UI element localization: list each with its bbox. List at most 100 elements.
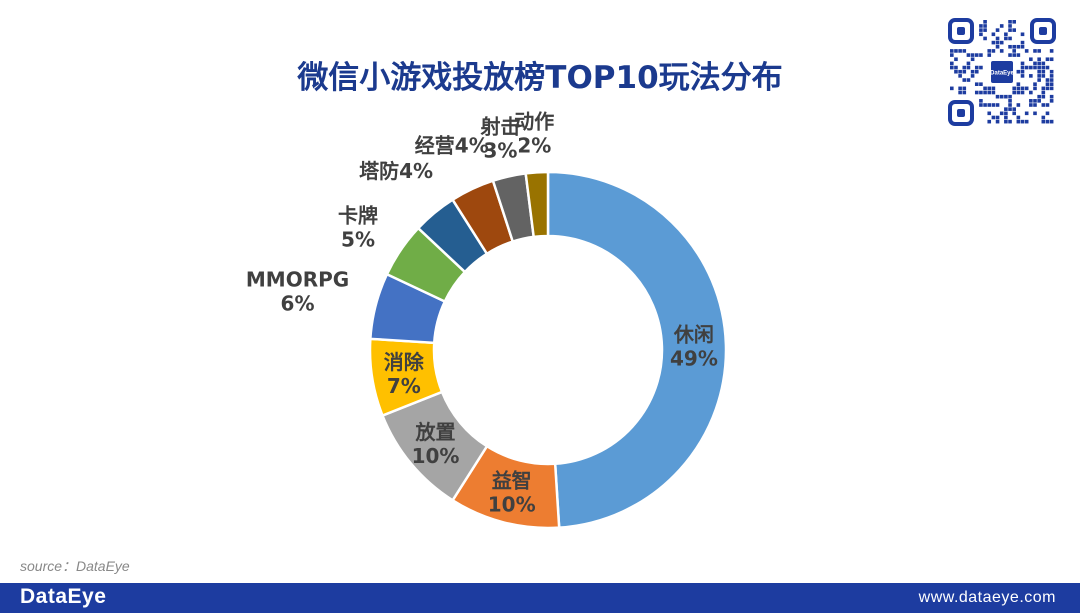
qr-module: [1004, 119, 1008, 124]
qr-module: [983, 103, 987, 107]
qr-module: [1045, 111, 1050, 116]
qr-module: [1008, 20, 1012, 24]
qr-module: [962, 65, 967, 70]
slice-percent: 5%: [341, 227, 375, 251]
qr-module: [966, 65, 971, 70]
qr-module: [1004, 32, 1008, 37]
source-note: source：DataEye: [20, 558, 130, 574]
qr-module: [1033, 111, 1037, 116]
qr-module: [1020, 32, 1025, 37]
qr-module: [974, 82, 979, 86]
qr-module: [950, 86, 954, 91]
qr-module: [991, 115, 996, 120]
slice-category: 益智: [492, 468, 532, 492]
slice-label: 动作 2%: [514, 109, 554, 157]
qr-module: [958, 69, 962, 74]
qr-module: [1012, 44, 1016, 49]
qr-module: [987, 86, 992, 91]
qr-module: [979, 28, 983, 32]
qr-module: [983, 36, 987, 41]
qr-module: [1016, 69, 1021, 74]
qr-module: [1012, 86, 1016, 91]
qr-module: [1041, 65, 1046, 70]
qr-logo: DataEye: [990, 71, 1014, 77]
qr-module: [1033, 86, 1037, 91]
slice-label: 益智 10%: [488, 468, 536, 516]
qr-module: [1041, 90, 1046, 95]
qr-module: [966, 78, 971, 82]
qr-module: [1041, 94, 1046, 99]
qr-module: [1037, 57, 1041, 62]
slice-category: 消除: [384, 350, 425, 374]
qr-module: [1004, 107, 1008, 111]
qr-module: [1049, 49, 1054, 53]
qr-module: [958, 49, 962, 53]
qr-module: [974, 69, 979, 74]
slice-category: MMORPG: [246, 267, 349, 291]
qr-module: [1049, 94, 1054, 99]
qr-module: [1029, 103, 1033, 107]
qr-module: [1029, 57, 1033, 62]
qr-module: [995, 94, 1000, 99]
qr-module: [991, 103, 996, 107]
qr-module: [1049, 119, 1054, 124]
footer-bar: DataEye www.dataeye.com: [0, 583, 1080, 613]
qr-module: [999, 94, 1004, 99]
qr-module: [962, 86, 967, 91]
qr-module: [1041, 119, 1046, 124]
slice-category: 放置: [415, 420, 456, 444]
slice-label: 消除 7%: [384, 350, 425, 398]
chart-title: 微信小游戏投放榜TOP10玩法分布: [297, 60, 783, 96]
qr-module: [983, 24, 987, 28]
qr-module: [958, 74, 962, 78]
qr-module: [1008, 94, 1012, 99]
qr-module: [970, 69, 975, 74]
qr-module: [979, 90, 983, 95]
qr-module: [1045, 86, 1050, 91]
qr-module: [1045, 57, 1050, 62]
slice-category: 卡牌: [338, 203, 378, 227]
qr-module: [987, 90, 992, 95]
slice-label: MMORPG 6%: [246, 267, 349, 315]
qr-module: [1020, 65, 1025, 70]
website-link[interactable]: www.dataeye.com: [918, 589, 1056, 606]
qr-module: [1041, 115, 1046, 120]
qr-module: [1024, 65, 1029, 70]
qr-module: [983, 20, 987, 24]
qr-module: [1037, 65, 1041, 70]
qr-module: [991, 86, 996, 91]
qr-module: [991, 90, 996, 95]
qr-module: [1049, 69, 1054, 74]
qr-module: [1033, 99, 1037, 103]
qr-module: [1029, 99, 1033, 103]
qr-module: [1033, 82, 1037, 86]
qr-module: [995, 36, 1000, 41]
brand-logo: DataEye: [20, 585, 107, 608]
slice-label: 射击 3%: [479, 114, 520, 162]
slice-category: 动作: [514, 109, 554, 133]
qr-module: [1024, 111, 1029, 116]
qr-module: [962, 69, 967, 74]
slice-label: 卡牌 5%: [338, 203, 378, 251]
qr-module: [1008, 36, 1012, 41]
qr-module: [991, 49, 996, 53]
qr-module: [970, 57, 975, 62]
qr-module: [950, 65, 954, 70]
qr-module: [1033, 49, 1037, 53]
qr-module: [1016, 86, 1021, 91]
qr-module: [1037, 61, 1041, 66]
qr-module: [1049, 74, 1054, 78]
slice-percent: 6%: [281, 291, 315, 315]
qr-module: [950, 49, 954, 53]
qr-module: [983, 28, 987, 32]
qr-module: [1008, 99, 1012, 103]
qr-module: [1012, 20, 1016, 24]
qr-module: [1037, 78, 1041, 82]
qr-module: [1024, 49, 1029, 53]
qr-module: [1008, 119, 1012, 124]
qr-module: [1008, 53, 1012, 57]
qr-module: [1012, 90, 1016, 95]
qr-module: [1049, 86, 1054, 91]
qr-module: [1029, 74, 1033, 78]
qr-module: [1020, 69, 1025, 74]
